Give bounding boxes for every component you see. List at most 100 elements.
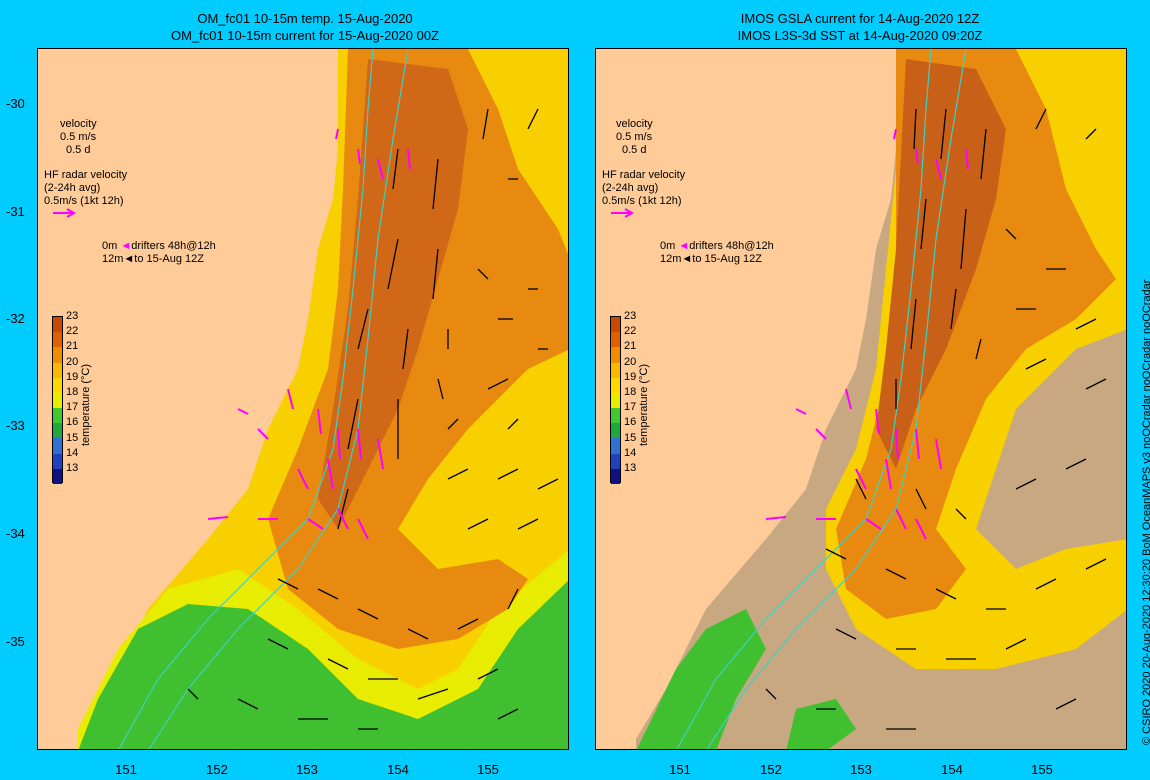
colorbar xyxy=(52,316,63,485)
y-tick: -30 xyxy=(6,96,25,111)
colorbar-tick-label: 18 xyxy=(66,386,79,398)
colorbar-tick-label: 19 xyxy=(624,370,637,383)
colorbar-title-right: temperature (°C) xyxy=(638,363,650,446)
isobath-line xyxy=(676,49,932,749)
colorbar-segment xyxy=(611,468,620,485)
x-tick: 152 xyxy=(206,762,228,777)
colorbar-segment xyxy=(53,347,62,364)
drifter-legend: 0m ◄drifters 48h@12h 12m◄to 15-Aug 12Z xyxy=(102,240,216,265)
y-tick: -35 xyxy=(6,634,25,649)
colorbar-tick-label: 19 xyxy=(66,370,79,383)
left-title-line2: OM_fc01 10-15m current for 15-Aug-2020 0… xyxy=(170,28,440,43)
hf-radar-title: HF radar velocity xyxy=(602,169,686,181)
colorbar-segment xyxy=(53,317,62,333)
colorbar-tick-label: 14 xyxy=(66,446,79,459)
colorbar-tick-label: 16 xyxy=(624,416,637,429)
colorbar-tick-label: 23 xyxy=(66,310,79,322)
colorbar-tick-label: 20 xyxy=(66,355,79,368)
colorbar-segment xyxy=(53,392,62,409)
y-tick: -34 xyxy=(6,526,25,541)
velocity-duration: 0.5 d xyxy=(622,144,647,156)
colorbar-segment xyxy=(611,377,620,394)
x-tick: 153 xyxy=(850,762,872,777)
colorbar-segment xyxy=(53,438,62,455)
colorbar-segment xyxy=(611,332,620,348)
colorbar-segment xyxy=(53,332,62,348)
x-tick: 154 xyxy=(387,762,409,777)
left-title-line1: OM_fc01 10-15m temp. 15-Aug-2020 xyxy=(197,11,413,26)
colorbar-right xyxy=(610,316,621,485)
left-map-svg xyxy=(38,49,568,749)
ocean-cool xyxy=(78,580,568,749)
y-tick: -33 xyxy=(6,418,25,433)
colorbar-tick-label: 13 xyxy=(66,462,79,474)
colorbar-segment xyxy=(611,347,620,364)
right-title-line1: IMOS GSLA current for 14-Aug-2020 12Z xyxy=(740,11,980,26)
colorbar-tick-label: 15 xyxy=(624,431,637,444)
drifter-text2: to 15-Aug 12Z xyxy=(134,253,205,265)
colorbar-segment xyxy=(611,453,620,470)
current-arrows xyxy=(765,108,1107,730)
y-tick: -32 xyxy=(6,311,25,326)
x-tick: 153 xyxy=(296,762,318,777)
hf-radar-legend-right: HF radar velocity (2-24h avg) 0.5m/s (1k… xyxy=(602,169,685,208)
colorbar-tick-label: 18 xyxy=(624,386,637,398)
left-panel-title: OM_fc01 10-15m temp. 15-Aug-2020 OM_fc01… xyxy=(25,10,585,44)
velocity-label: velocity xyxy=(616,118,653,130)
x-tick: 154 xyxy=(941,762,963,777)
colorbar-segment xyxy=(611,408,620,424)
sst-hot-core xyxy=(876,59,1006,469)
colorbar-segment xyxy=(53,453,62,470)
drifter-0m-label: 0m xyxy=(660,240,676,252)
x-tick: 151 xyxy=(115,762,137,777)
right-panel-title: IMOS GSLA current for 14-Aug-2020 12Z IM… xyxy=(580,10,1140,44)
isobath-line-deep xyxy=(706,49,967,749)
velocity-duration: 0.5 d xyxy=(66,144,91,156)
colorbar-tick-label: 15 xyxy=(66,431,79,444)
colorbar-tick-label: 22 xyxy=(624,325,637,338)
hf-radar-title: HF radar velocity xyxy=(44,169,128,181)
colorbar-tick-label: 23 xyxy=(624,310,637,322)
hf-radar-scale: 0.5m/s (1kt 12h) xyxy=(602,195,682,207)
radar-arrows xyxy=(765,128,969,540)
drifter-text2: to 15-Aug 12Z xyxy=(692,253,763,265)
x-tick: 151 xyxy=(669,762,691,777)
right-map-svg xyxy=(596,49,1126,749)
colorbar-tick-label: 16 xyxy=(66,416,79,429)
colorbar-segment xyxy=(611,392,620,409)
right-map[interactable] xyxy=(595,48,1127,750)
isobath-line xyxy=(118,49,374,749)
drifter-text1: drifters 48h@12h xyxy=(131,240,216,252)
credit-text: © CSIRO 2020 20-Aug-2020 12:30:20 BoM Oc… xyxy=(1141,279,1150,745)
hf-radar-arrow-icon xyxy=(53,208,77,218)
colorbar-title: temperature (°C) xyxy=(80,363,92,446)
drifter-0m-label: 0m xyxy=(102,240,118,252)
velocity-legend: velocity 0.5 m/s 0.5 d xyxy=(60,118,97,157)
colorbar-segment xyxy=(611,438,620,455)
colorbar-tick-label: 17 xyxy=(66,401,79,414)
drifter-12m-label: 12m xyxy=(102,253,124,265)
colorbar-tick-label: 21 xyxy=(66,340,79,353)
velocity-scale: 0.5 m/s xyxy=(60,131,97,143)
left-map[interactable] xyxy=(37,48,569,750)
isobath-line-deep xyxy=(148,49,409,749)
x-tick: 152 xyxy=(760,762,782,777)
sst-cool xyxy=(636,609,766,749)
radar-arrows xyxy=(207,128,411,540)
hf-radar-avg: (2-24h avg) xyxy=(44,182,101,194)
velocity-legend-right: velocity 0.5 m/s 0.5 d xyxy=(616,118,653,157)
colorbar-segment xyxy=(611,317,620,333)
hf-radar-avg: (2-24h avg) xyxy=(602,182,659,194)
colorbar-segment xyxy=(53,408,62,424)
colorbar-tick-label: 17 xyxy=(624,401,637,414)
x-tick: 155 xyxy=(1031,762,1053,777)
colorbar-tick-label: 14 xyxy=(624,446,637,459)
colorbar-segment xyxy=(53,423,62,439)
hf-radar-legend: HF radar velocity (2-24h avg) 0.5m/s (1k… xyxy=(44,169,127,208)
x-tick: 155 xyxy=(477,762,499,777)
colorbar-tick-label: 21 xyxy=(624,340,637,353)
hf-radar-scale: 0.5m/s (1kt 12h) xyxy=(44,195,124,207)
colorbar-segment xyxy=(611,362,620,379)
drifter-legend-right: 0m ◄drifters 48h@12h 12m◄to 15-Aug 12Z xyxy=(660,240,774,265)
right-title-line2: IMOS L3S-3d SST at 14-Aug-2020 09:20Z xyxy=(737,28,983,43)
